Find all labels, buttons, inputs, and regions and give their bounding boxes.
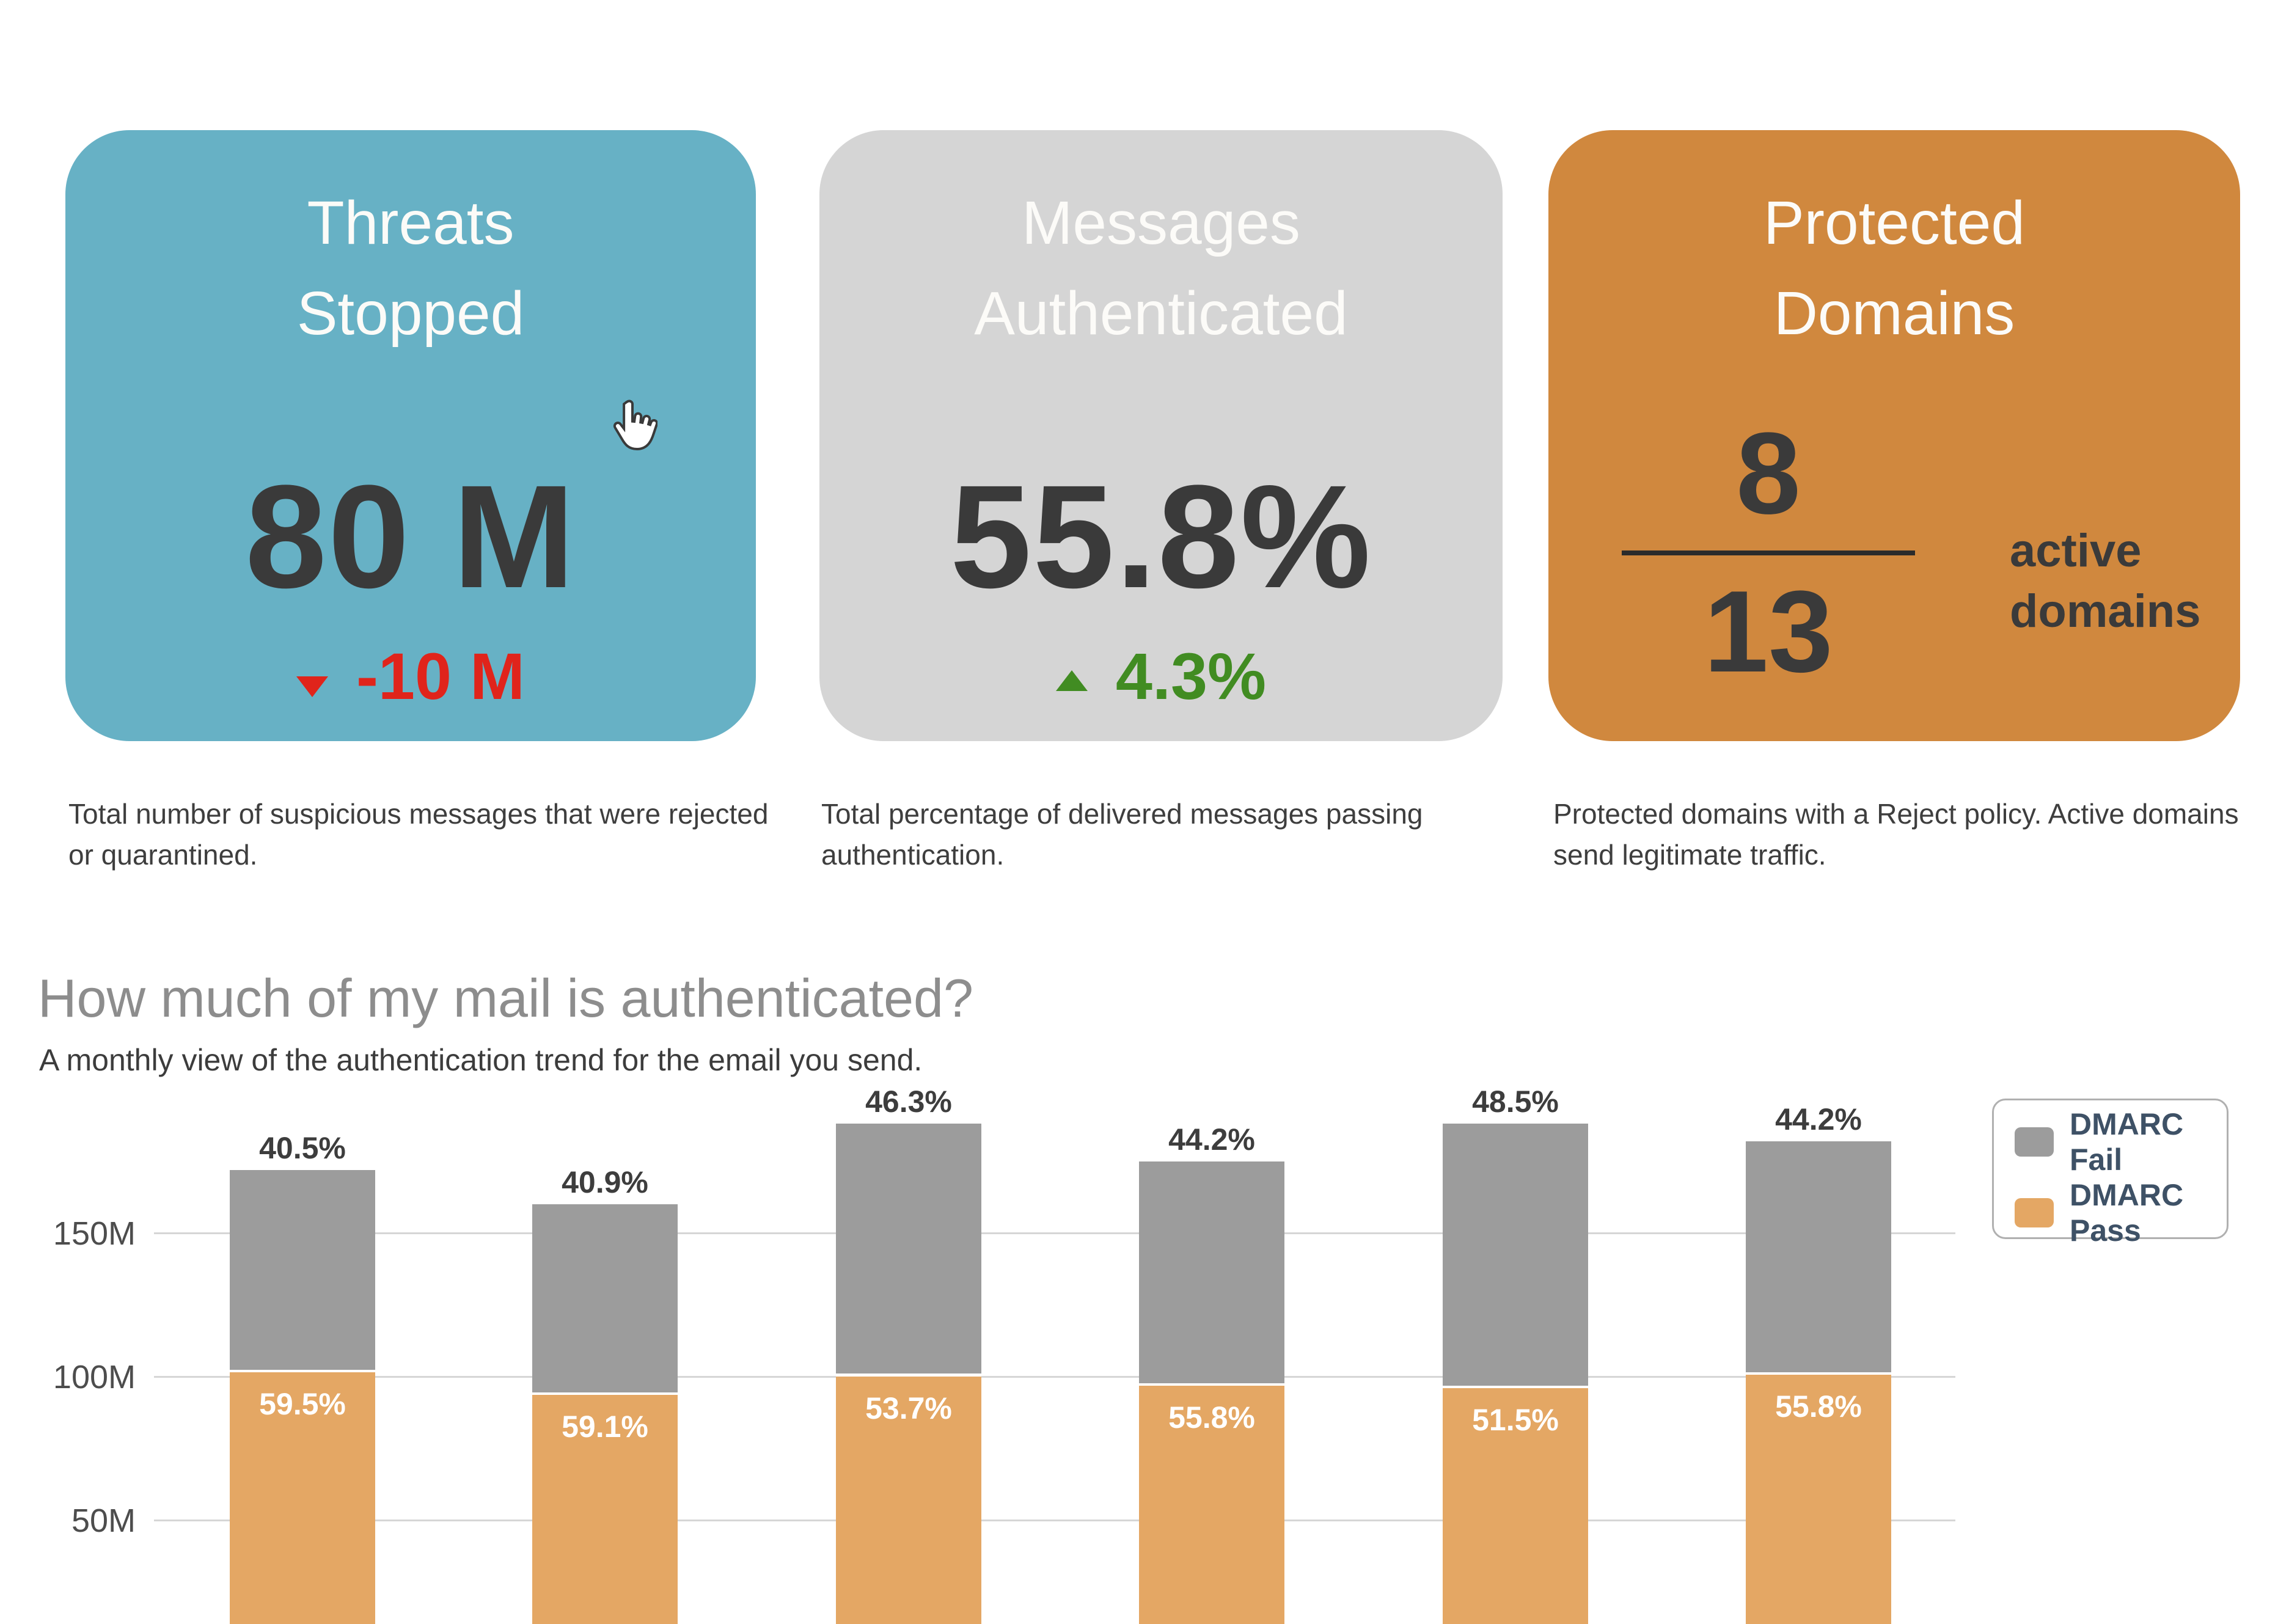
bar-fail-percent-label: 44.2% (1775, 1102, 1862, 1136)
bar-fail-percent-label: 48.5% (1472, 1084, 1559, 1119)
bar-segment-fail[interactable] (230, 1169, 375, 1370)
bar-segment-fail[interactable] (1443, 1124, 1588, 1386)
bar-segment-pass[interactable] (1443, 1385, 1588, 1624)
bar-segment-pass[interactable] (230, 1370, 375, 1624)
bar-fail-percent-label: 46.3% (865, 1084, 952, 1119)
bar-pass-percent-label: 59.5% (259, 1387, 346, 1421)
bar-pass-percent-label: 55.8% (1775, 1389, 1862, 1424)
bar-segment-pass[interactable] (836, 1373, 981, 1624)
total-domains-count: 13 (1704, 567, 1833, 697)
messages-authenticated-value: 55.8% (950, 455, 1372, 618)
y-axis-tick-label: 100M (53, 1359, 136, 1395)
gridline-150M (154, 1232, 1955, 1234)
legend-label-dmarc-fail: DMARC Fail (2070, 1107, 2184, 1177)
bar-fail-percent-label: 40.9% (562, 1165, 648, 1199)
bar-segment-fail[interactable] (1139, 1161, 1284, 1384)
legend-label-dmarc-pass: DMARC Pass (2070, 1178, 2184, 1248)
chart-legend: DMARC Fail DMARC Pass (1992, 1099, 2229, 1248)
gridline-100M (154, 1376, 1955, 1378)
dmarc-fail-swatch-icon (2015, 1127, 2054, 1157)
bar-pass-percent-label: 51.5% (1472, 1402, 1559, 1437)
mouse-cursor-pointer-icon (612, 397, 659, 456)
protected-domains-count: 8 (1736, 409, 1801, 538)
threats-stopped-value: 80 M (245, 455, 576, 618)
bar-segment-pass[interactable] (532, 1392, 678, 1624)
bar-segment-pass[interactable] (1746, 1372, 1891, 1624)
bar-pass-percent-label: 53.7% (865, 1391, 952, 1425)
dmarc-trend-chart: 150M 100M 50M 40.5% 59.5% 40.9% 59.1% 46.3% 53.7… (53, 1084, 1955, 1624)
down-triangle-icon (296, 676, 328, 697)
protected-domains-card[interactable]: Protected Domains 8 13 active domains (1548, 130, 2240, 741)
threats-stopped-description: Total number of suspicious messages that… (68, 798, 769, 871)
bar-segment-fail[interactable] (1746, 1141, 1891, 1372)
bar-segment-fail[interactable] (532, 1204, 678, 1392)
card-title: Protected Domains (1763, 189, 2026, 348)
bar-fail-percent-label: 40.5% (259, 1130, 346, 1165)
fraction-divider (1622, 550, 1915, 555)
y-axis-tick-label: 50M (71, 1502, 136, 1539)
protected-domains-description: Protected domains with a Reject policy. … (1553, 798, 2239, 871)
bar-pass-percent-label: 59.1% (562, 1409, 648, 1444)
protected-domains-fraction: 8 13 (1622, 406, 1915, 702)
active-domains-label: active domains (2010, 525, 2201, 637)
up-triangle-icon (1055, 670, 1088, 691)
messages-delta-value: 4.3% (1115, 639, 1267, 713)
threats-delta: -10 M (296, 638, 525, 714)
bar-segment-pass[interactable] (1139, 1383, 1284, 1624)
card-title: Threats Stopped (296, 189, 525, 348)
card-title: Messages Authenticated (974, 189, 1348, 348)
messages-delta: 4.3% (1055, 638, 1267, 714)
bar-pass-percent-label: 55.8% (1168, 1400, 1255, 1435)
section-title: How much of my mail is authenticated? (38, 967, 973, 1028)
bar-fail-percent-label: 44.2% (1168, 1122, 1255, 1157)
threats-delta-value: -10 M (356, 639, 526, 713)
dmarc-pass-swatch-icon (2015, 1198, 2054, 1227)
legend-item-dmarc-fail[interactable]: DMARC Fail (2015, 1106, 2227, 1177)
messages-authenticated-card[interactable]: Messages Authenticated 55.8% 4.3% (819, 130, 1503, 741)
messages-authenticated-description: Total percentage of delivered messages p… (821, 798, 1423, 871)
bar-segment-fail[interactable] (836, 1124, 981, 1374)
legend-item-dmarc-pass[interactable]: DMARC Pass (2015, 1177, 2227, 1248)
gridline-50M (154, 1520, 1955, 1521)
y-axis-tick-label: 150M (53, 1215, 136, 1252)
section-subtitle: A monthly view of the authentication tre… (39, 1043, 923, 1077)
